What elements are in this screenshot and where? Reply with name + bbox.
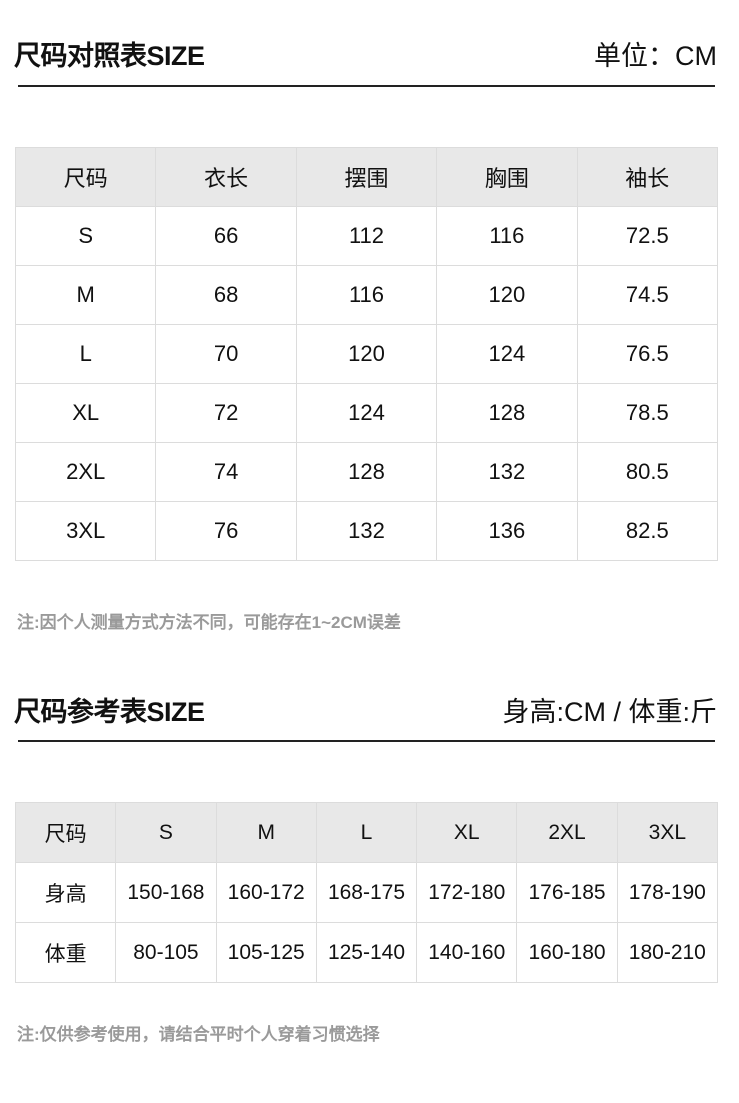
header-cell: 3XL xyxy=(616,802,719,863)
table-cell: 128 xyxy=(436,383,578,443)
divider xyxy=(18,85,715,87)
table-cell: 3XL xyxy=(14,501,157,561)
size-chart-unit: 单位：CM xyxy=(594,41,717,71)
table-cell: 178-190 xyxy=(616,862,719,923)
header-row: 尺码 S M L XL 2XL 3XL xyxy=(14,802,719,863)
table-cell: 2XL xyxy=(14,442,157,502)
header-cell: 尺码 xyxy=(14,147,157,207)
table-cell: 74.5 xyxy=(576,265,719,325)
header-row: 尺码 衣长 摆围 胸围 袖长 xyxy=(14,147,719,207)
header-cell: 2XL xyxy=(516,802,618,863)
table-cell: 176-185 xyxy=(516,862,618,923)
table-cell: M xyxy=(14,265,157,325)
header-cell: 尺码 xyxy=(14,802,117,863)
header-cell: M xyxy=(215,802,317,863)
table-cell: 体重 xyxy=(14,922,117,983)
size-reference-title: 尺码参考表SIZE xyxy=(14,697,205,727)
size-reference-unit: 身高:CM / 体重:斤 xyxy=(502,697,718,727)
table-cell: 120 xyxy=(436,265,578,325)
table-cell: 172-180 xyxy=(416,862,518,923)
table-cell: 116 xyxy=(436,206,578,266)
table-row: 2XL 74 128 132 80.5 xyxy=(14,442,719,502)
size-reference-note: 注:仅供参考使用，请结合平时个人穿着习惯选择 xyxy=(17,1025,380,1044)
table-cell: 66 xyxy=(155,206,297,266)
table-cell: 76 xyxy=(155,501,297,561)
table-cell: 78.5 xyxy=(576,383,719,443)
table-cell: S xyxy=(14,206,157,266)
table-row: 体重 80-105 105-125 125-140 140-160 160-180 180-… xyxy=(14,922,719,983)
table-cell: 68 xyxy=(155,265,297,325)
divider xyxy=(18,740,715,742)
table-cell: 136 xyxy=(436,501,578,561)
header-cell: 摆围 xyxy=(295,147,438,207)
table-cell: 72 xyxy=(155,383,297,443)
table-row: S 66 112 116 72.5 xyxy=(14,206,719,266)
size-chart-title: 尺码对照表SIZE xyxy=(14,41,205,71)
table-cell: XL xyxy=(14,383,157,443)
table-row: M 68 116 120 74.5 xyxy=(14,265,719,325)
table-cell: 72.5 xyxy=(576,206,719,266)
table-cell: 120 xyxy=(295,324,438,384)
header-cell: 衣长 xyxy=(155,147,297,207)
header-cell: S xyxy=(115,802,217,863)
table-cell: 124 xyxy=(436,324,578,384)
table-cell: 168-175 xyxy=(315,862,418,923)
table-cell: 132 xyxy=(436,442,578,502)
table-cell: 116 xyxy=(295,265,438,325)
table-row: 身高 150-168 160-172 168-175 172-180 176-185 178… xyxy=(14,862,719,923)
header-cell: 胸围 xyxy=(436,147,578,207)
table-row: 3XL 76 132 136 82.5 xyxy=(14,501,719,561)
table-cell: L xyxy=(14,324,157,384)
table-cell: 132 xyxy=(295,501,438,561)
table-cell: 140-160 xyxy=(416,922,518,983)
header-cell: XL xyxy=(416,802,518,863)
table-cell: 身高 xyxy=(14,862,117,923)
table-row: XL 72 124 128 78.5 xyxy=(14,383,719,443)
table-cell: 74 xyxy=(155,442,297,502)
table-cell: 150-168 xyxy=(115,862,217,923)
table-cell: 80.5 xyxy=(576,442,719,502)
table-cell: 105-125 xyxy=(215,922,317,983)
header-cell: L xyxy=(315,802,418,863)
table-cell: 82.5 xyxy=(576,501,719,561)
table-cell: 76.5 xyxy=(576,324,719,384)
table-cell: 125-140 xyxy=(315,922,418,983)
size-chart-note: 注:因个人测量方式方法不同，可能存在1~2CM误差 xyxy=(17,613,401,632)
table-cell: 70 xyxy=(155,324,297,384)
table-cell: 160-172 xyxy=(215,862,317,923)
table-row: L 70 120 124 76.5 xyxy=(14,324,719,384)
table-cell: 124 xyxy=(295,383,438,443)
table-cell: 160-180 xyxy=(516,922,618,983)
size-reference-table: 尺码 S M L XL 2XL 3XL 身高 150-168 160-172 168-175 172-… xyxy=(14,802,719,983)
table-cell: 128 xyxy=(295,442,438,502)
size-chart-table: 尺码 衣长 摆围 胸围 袖长 S 66 112 116 72.5 M 68 116 120 74.5 L 70 1… xyxy=(14,147,719,561)
table-cell: 112 xyxy=(295,206,438,266)
table-cell: 180-210 xyxy=(616,922,719,983)
header-cell: 袖长 xyxy=(576,147,719,207)
table-cell: 80-105 xyxy=(115,922,217,983)
